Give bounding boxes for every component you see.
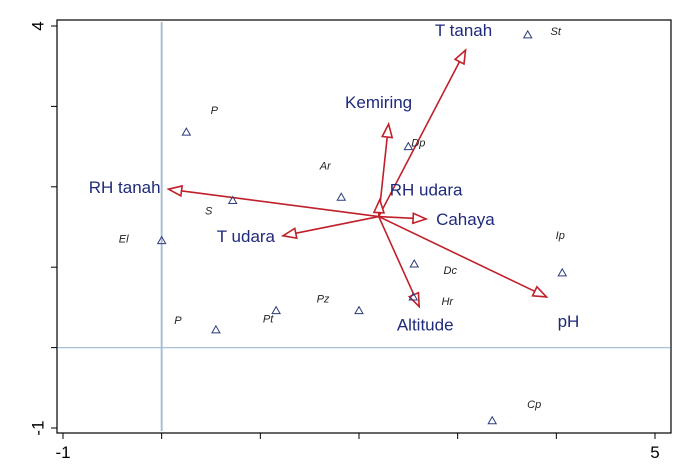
site-label: Ar	[319, 160, 332, 172]
site-label: St	[551, 26, 562, 38]
vector-arrowhead	[166, 184, 184, 198]
vector-arrowhead	[411, 212, 429, 225]
site-point	[354, 305, 364, 315]
vector-label: pH	[558, 312, 580, 331]
site-label: P	[174, 315, 182, 327]
site-label: Dc	[444, 265, 458, 277]
vector-arrowhead	[280, 227, 298, 240]
site-label: Dp	[411, 138, 425, 150]
vector-label: Kemiring	[345, 93, 412, 112]
vector-arrow	[282, 215, 379, 237]
site-label: Cp	[527, 399, 541, 411]
site-point	[408, 291, 419, 301]
y-tick-label: 4	[29, 21, 48, 30]
vector-label: T udara	[217, 227, 276, 246]
vector-arrowhead	[372, 197, 386, 214]
site-point	[522, 29, 533, 39]
vector-arrow	[378, 216, 420, 307]
x-tick-label: -1	[55, 443, 70, 462]
site-point	[487, 415, 498, 425]
vector-label: RH udara	[390, 181, 463, 200]
vector-label: Altitude	[397, 316, 454, 335]
site-label: Pt	[263, 314, 274, 326]
vector-label: T tanah	[435, 21, 492, 40]
site-label: Ip	[556, 230, 565, 242]
site-label: Hr	[441, 296, 454, 308]
site-point	[403, 141, 414, 151]
site-point	[271, 305, 281, 315]
site-label: El	[119, 234, 129, 246]
plot-frame	[56, 19, 672, 434]
vector-arrowhead	[381, 121, 394, 139]
site-point	[557, 267, 568, 277]
site-label: P	[211, 105, 219, 117]
site-point	[211, 324, 221, 334]
vector-arrow	[378, 215, 547, 298]
vector-arrowhead	[453, 48, 467, 66]
site-point	[227, 195, 238, 204]
vector-label: Cahaya	[436, 210, 495, 229]
site-point	[181, 127, 192, 136]
vector-arrow	[168, 188, 379, 218]
site-point	[336, 192, 347, 201]
vector-arrowhead	[531, 285, 549, 298]
site-label: S	[205, 205, 213, 217]
vector-label: RH tanah	[89, 178, 161, 197]
site-point	[156, 235, 167, 245]
x-tick-label: 5	[650, 443, 659, 462]
y-tick-label: -1	[29, 420, 48, 435]
vector-arrow	[378, 49, 467, 217]
site-point	[409, 258, 420, 268]
site-label: Pz	[317, 294, 330, 306]
